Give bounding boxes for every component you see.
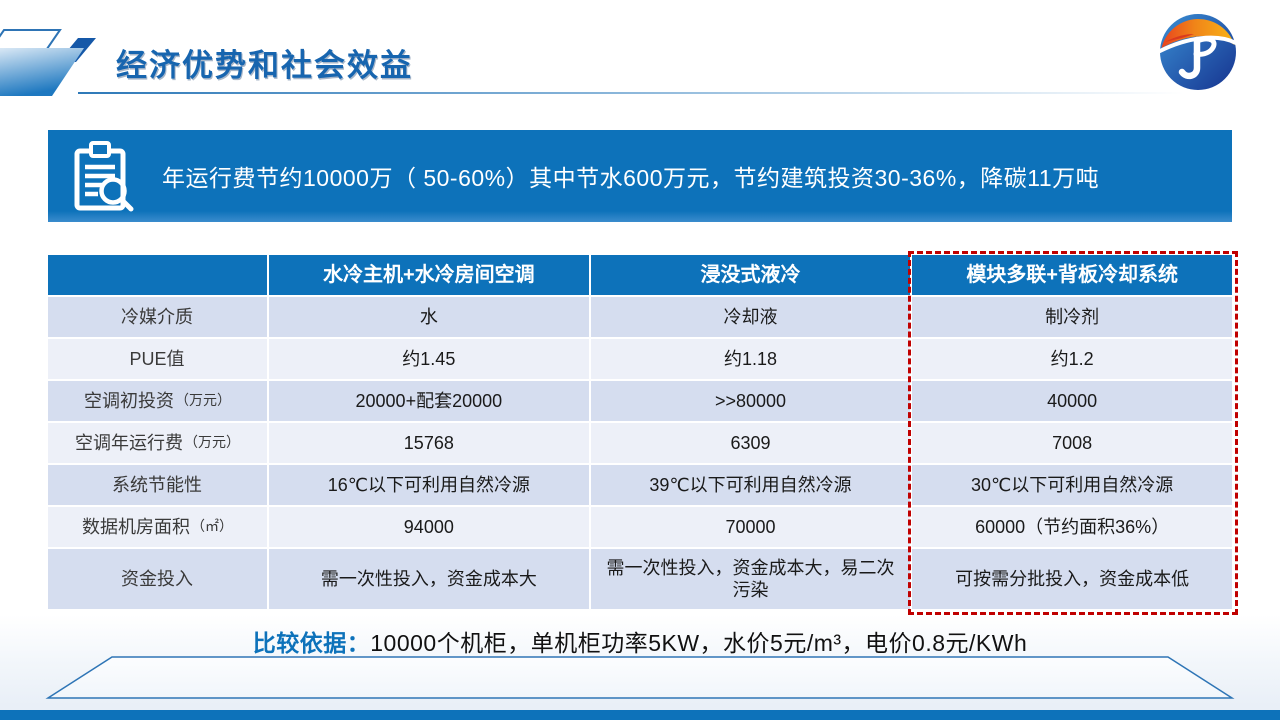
row-label-text: 空调年运行费 [75, 432, 183, 453]
table-cell: 6309 [590, 423, 911, 463]
row-label-text: 空调初投资 [84, 390, 174, 411]
table-header-col1: 水冷主机+水冷房间空调 [269, 255, 589, 295]
table-cell: 水 [269, 297, 589, 337]
table-cell: 约1.45 [269, 339, 589, 379]
table-cell: 约1.18 [590, 339, 911, 379]
row-label-text: 冷媒介质 [121, 306, 193, 327]
row-label: 数据机房面积 （㎡） [48, 507, 267, 547]
row-label: 空调初投资 （万元） [48, 381, 267, 421]
row-label-text: 资金投入 [121, 568, 193, 589]
table-cell: 7008 [912, 423, 1232, 463]
table-cell: 30℃以下可利用自然冷源 [912, 465, 1232, 505]
summary-banner: 年运行费节约10000万（ 50-60%）其中节水600万元，节约建筑投资30-… [48, 130, 1232, 222]
table-cell: 冷却液 [590, 297, 911, 337]
table-cell: >>80000 [590, 381, 911, 421]
row-label-text: 数据机房面积 [82, 516, 190, 537]
row-label: 冷媒介质 [48, 297, 267, 337]
comparison-table: 水冷主机+水冷房间空调 浸没式液冷 模块多联+背板冷却系统 冷媒介质 水 冷却液… [48, 255, 1232, 609]
company-logo-icon [1158, 14, 1238, 90]
table-cell: 39℃以下可利用自然冷源 [590, 465, 911, 505]
table-cell: 15768 [269, 423, 589, 463]
table-cell: 60000（节约面积36%） [912, 507, 1232, 547]
deco-gradient-parallelogram [0, 48, 84, 96]
table-header-col3: 模块多联+背板冷却系统 [912, 255, 1232, 295]
clipboard-search-icon [74, 141, 134, 212]
table-cell: 20000+配套20000 [269, 381, 589, 421]
footnote-label: 比较依据： [252, 630, 371, 656]
bottom-bar [0, 710, 1280, 720]
comparison-basis-note: 比较依据：10000个机柜，单机柜功率5KW，水价5元/m³，电价0.8元/KW… [0, 624, 1280, 658]
table-cell: 制冷剂 [912, 297, 1232, 337]
row-label-text: PUE值 [129, 348, 185, 369]
page-title: 经济优势和社会效益 [116, 48, 413, 83]
table-cell: 需一次性投入，资金成本大 [269, 549, 589, 609]
bottom-trapezoid-decoration [45, 656, 1235, 699]
title-underline [78, 92, 1280, 94]
table-cell: 约1.2 [912, 339, 1232, 379]
table-cell: 40000 [912, 381, 1232, 421]
table-header-col2: 浸没式液冷 [590, 255, 911, 295]
banner-text: 年运行费节约10000万（ 50-60%）其中节水600万元，节约建筑投资30-… [162, 165, 1100, 191]
row-label-unit: （万元） [175, 392, 231, 409]
row-label: 资金投入 [48, 549, 267, 609]
row-label-text: 系统节能性 [112, 474, 202, 495]
row-label: 系统节能性 [48, 465, 267, 505]
row-label-unit: （万元） [184, 434, 240, 451]
corner-decoration [0, 29, 96, 96]
table-cell: 94000 [269, 507, 589, 547]
table-cell: 可按需分批投入，资金成本低 [912, 549, 1232, 609]
row-label: 空调年运行费 （万元） [48, 423, 267, 463]
row-label-unit: （㎡） [191, 518, 233, 535]
table-cell: 16℃以下可利用自然冷源 [269, 465, 589, 505]
table-cell: 需一次性投入，资金成本大，易二次污染 [590, 549, 911, 609]
row-label: PUE值 [48, 339, 267, 379]
table-cell: 70000 [590, 507, 911, 547]
table-header-empty [48, 255, 267, 295]
footnote-text: 10000个机柜，单机柜功率5KW，水价5元/m³，电价0.8元/KWh [370, 630, 1028, 656]
